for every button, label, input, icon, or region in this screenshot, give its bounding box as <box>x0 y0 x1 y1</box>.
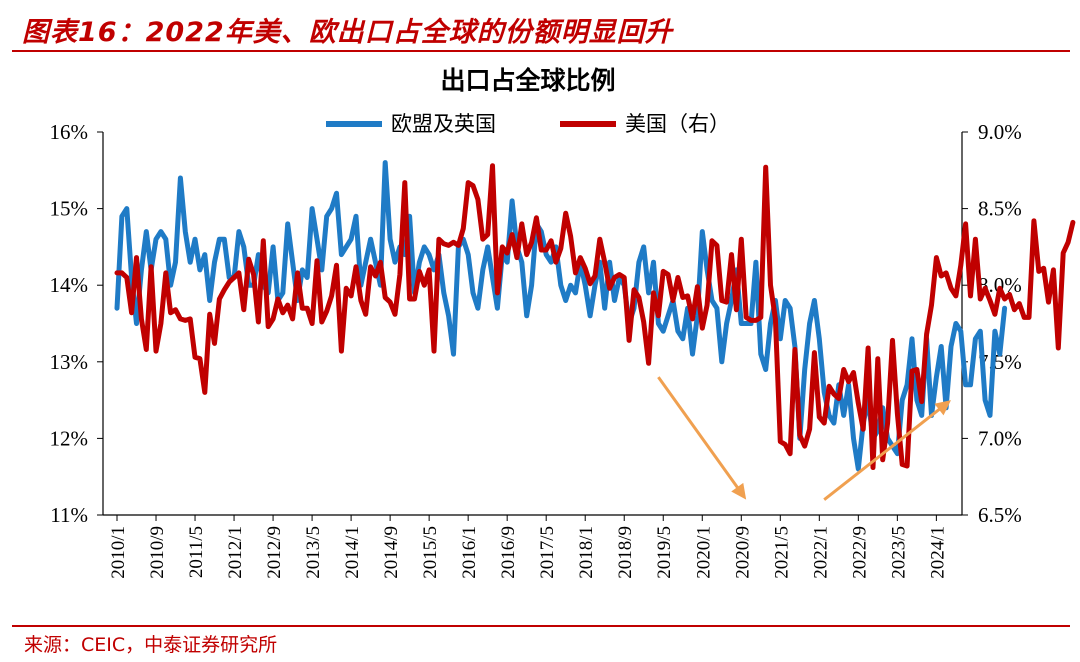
x-axis-ticks: 2010/1 2010/9 2011/5 2012/1 2012/9 2013/5 2014… <box>108 515 948 579</box>
x-tick-label: 2014/9 <box>381 526 402 579</box>
legend-label-eu-uk: 欧盟及英国 <box>391 112 496 136</box>
x-tick-label: 2014/1 <box>342 526 363 579</box>
chart-title: 出口占全球比例 <box>440 66 615 95</box>
trend-arrow-head <box>934 400 951 416</box>
x-tick-label: 2010/1 <box>108 526 129 579</box>
x-tick-label: 2020/1 <box>693 526 714 579</box>
x-tick-label: 2010/9 <box>147 526 168 579</box>
right-tick-label: 6.5% <box>978 503 1022 527</box>
x-tick-label: 2015/5 <box>420 526 441 579</box>
x-tick-label: 2016/9 <box>498 526 519 579</box>
x-tick-label: 2023/5 <box>888 526 909 579</box>
right-tick-label: 8.5% <box>978 197 1022 221</box>
x-tick-label: 2013/5 <box>303 526 324 579</box>
trend-arrow-shaft <box>657 376 743 495</box>
x-tick-label: 2021/5 <box>771 526 792 579</box>
x-tick-label: 2022/1 <box>810 526 831 579</box>
series-line-us <box>114 163 1076 470</box>
x-tick-label: 2017/5 <box>537 526 558 579</box>
chart-legend: 欧盟及英国 美国（右） <box>326 112 730 136</box>
x-tick-label: 2018/1 <box>576 526 597 579</box>
right-tick-label: 9.0% <box>978 120 1022 144</box>
left-tick-label: 12% <box>50 426 89 450</box>
left-tick-label: 13% <box>50 350 89 374</box>
trend-arrow-head <box>731 482 747 500</box>
source-note: 来源：CEIC，中泰证券研究所 <box>24 634 278 656</box>
trend-arrow <box>657 376 747 500</box>
chart-axes <box>102 132 963 516</box>
x-tick-label: 2012/9 <box>264 526 285 579</box>
figure-header: 图表16：2022年美、欧出口占全球的份额明显回升 <box>0 0 1080 54</box>
left-tick-label: 16% <box>50 120 89 144</box>
x-tick-label: 2011/5 <box>186 526 207 578</box>
x-tick-label: 2019/5 <box>654 526 675 579</box>
left-tick-label: 11% <box>50 503 88 527</box>
series-lines <box>114 160 1076 472</box>
trend-arrows <box>657 376 951 501</box>
trend-arrow-shaft <box>823 403 946 501</box>
legend-label-us: 美国（右） <box>625 112 730 136</box>
figure-title: 图表16：2022年美、欧出口占全球的份额明显回升 <box>22 17 673 48</box>
left-tick-label: 15% <box>50 197 89 221</box>
left-axis-ticks: 11% 12% 13% 14% 15% 16% <box>50 120 103 527</box>
header-rule <box>12 50 1070 52</box>
x-tick-label: 2022/9 <box>849 526 870 579</box>
x-tick-label: 2012/1 <box>225 526 246 579</box>
x-tick-label: 2020/9 <box>732 526 753 579</box>
footer-rule <box>12 625 1070 627</box>
x-tick-label: 2016/1 <box>459 526 480 579</box>
right-axis-ticks: 6.5%7.0%7.5%8.0%8.5%9.0% <box>962 120 1022 527</box>
x-tick-label: 2024/1 <box>927 526 948 579</box>
x-tick-label: 2018/9 <box>615 526 636 579</box>
right-tick-label: 7.0% <box>978 426 1022 450</box>
trend-arrow <box>823 400 951 501</box>
left-tick-label: 14% <box>50 273 89 297</box>
